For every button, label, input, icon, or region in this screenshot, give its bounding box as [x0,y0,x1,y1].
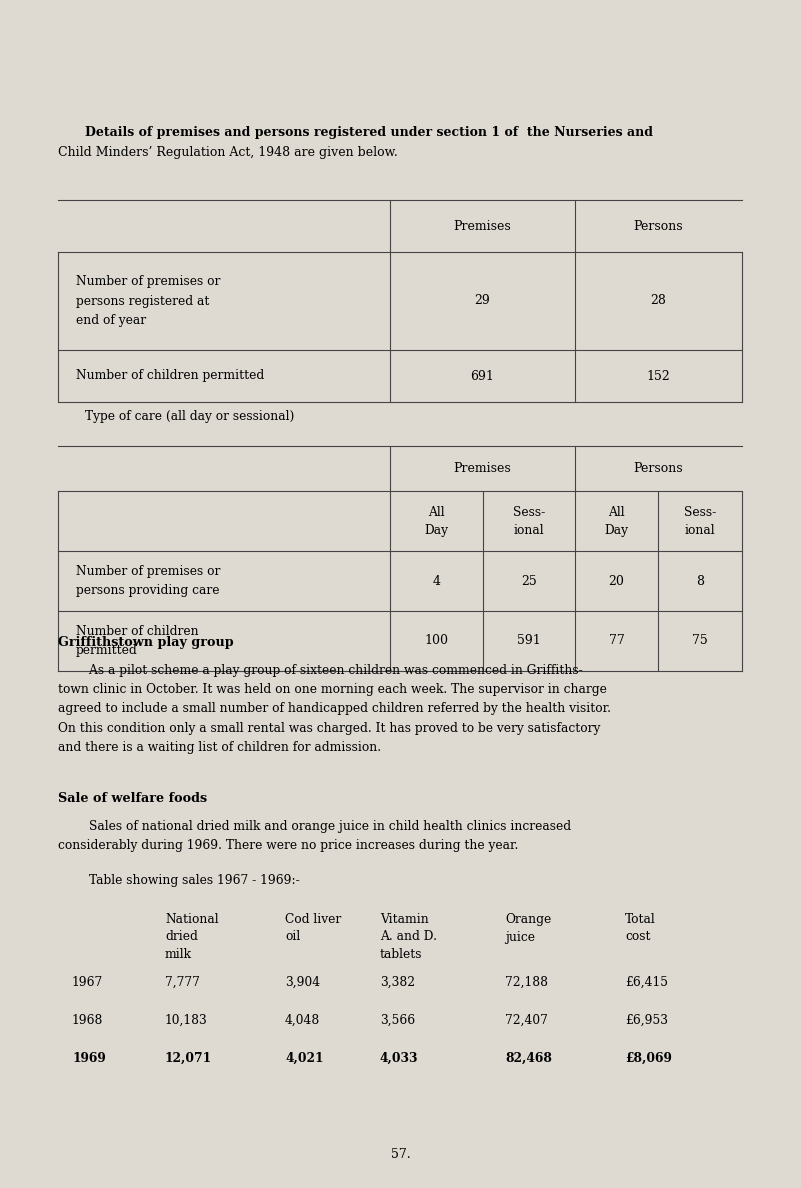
Text: Details of premises and persons registered under section 1 of  the Nurseries and: Details of premises and persons register… [85,126,653,139]
Text: 4: 4 [433,575,441,588]
Text: Type of care (all day or sessional): Type of care (all day or sessional) [85,410,295,423]
Text: Sale of welfare foods: Sale of welfare foods [58,792,207,805]
Text: Orange
juice: Orange juice [505,914,551,943]
Text: 57.: 57. [391,1148,410,1161]
Text: 75: 75 [692,634,708,647]
Text: 3,382: 3,382 [380,977,415,988]
Text: Vitamin
A. and D.
tablets: Vitamin A. and D. tablets [380,914,437,961]
Text: 4,021: 4,021 [285,1053,324,1064]
Text: Premises: Premises [453,462,511,475]
Text: 77: 77 [609,634,624,647]
Text: 3,904: 3,904 [285,977,320,988]
Text: 3,566: 3,566 [380,1015,415,1026]
Text: Total
cost: Total cost [625,914,656,943]
Text: Number of premises or
persons providing care: Number of premises or persons providing … [76,565,220,598]
Text: 72,407: 72,407 [505,1015,548,1026]
Text: 28: 28 [650,295,666,308]
Text: Number of children
permitted: Number of children permitted [76,625,199,657]
Text: 82,468: 82,468 [505,1053,552,1064]
Text: National
dried
milk: National dried milk [165,914,219,961]
Text: All
Day: All Day [425,506,449,537]
Text: 1968: 1968 [72,1015,103,1026]
Text: 1969: 1969 [72,1053,106,1064]
Text: £6,953: £6,953 [625,1015,668,1026]
Text: 12,071: 12,071 [165,1053,212,1064]
Text: 691: 691 [470,369,494,383]
Text: 8: 8 [696,575,704,588]
Text: Sess-
ional: Sess- ional [513,506,545,537]
Text: £8,069: £8,069 [625,1053,672,1064]
Text: Child Minders’ Regulation Act, 1948 are given below.: Child Minders’ Regulation Act, 1948 are … [58,146,398,159]
Text: Persons: Persons [634,462,683,475]
Text: 29: 29 [475,295,490,308]
Text: All
Day: All Day [605,506,629,537]
Text: 152: 152 [646,369,670,383]
Text: Table showing sales 1967 - 1969:-: Table showing sales 1967 - 1969:- [58,874,300,887]
Text: Griffithstown play group: Griffithstown play group [58,636,234,649]
Text: 20: 20 [609,575,625,588]
Text: 591: 591 [517,634,541,647]
Text: 7,777: 7,777 [165,977,200,988]
Text: Number of premises or
persons registered at
end of year: Number of premises or persons registered… [76,274,220,327]
Text: 1967: 1967 [72,977,103,988]
Text: 25: 25 [521,575,537,588]
Text: 10,183: 10,183 [165,1015,207,1026]
Text: Sales of national dried milk and orange juice in child health clinics increased
: Sales of national dried milk and orange … [58,820,571,852]
Text: 4,033: 4,033 [380,1053,418,1064]
Text: £6,415: £6,415 [625,977,668,988]
Text: Persons: Persons [634,220,683,233]
Text: Number of children permitted: Number of children permitted [76,369,264,383]
Text: Sess-
ional: Sess- ional [684,506,716,537]
Text: Cod liver
oil: Cod liver oil [285,914,341,943]
Text: As a pilot scheme a play group of sixteen children was commenced in Griffiths-
t: As a pilot scheme a play group of sixtee… [58,664,611,754]
Text: 72,188: 72,188 [505,977,548,988]
Text: Premises: Premises [453,220,511,233]
Text: 100: 100 [425,634,449,647]
Text: 4,048: 4,048 [285,1015,320,1026]
